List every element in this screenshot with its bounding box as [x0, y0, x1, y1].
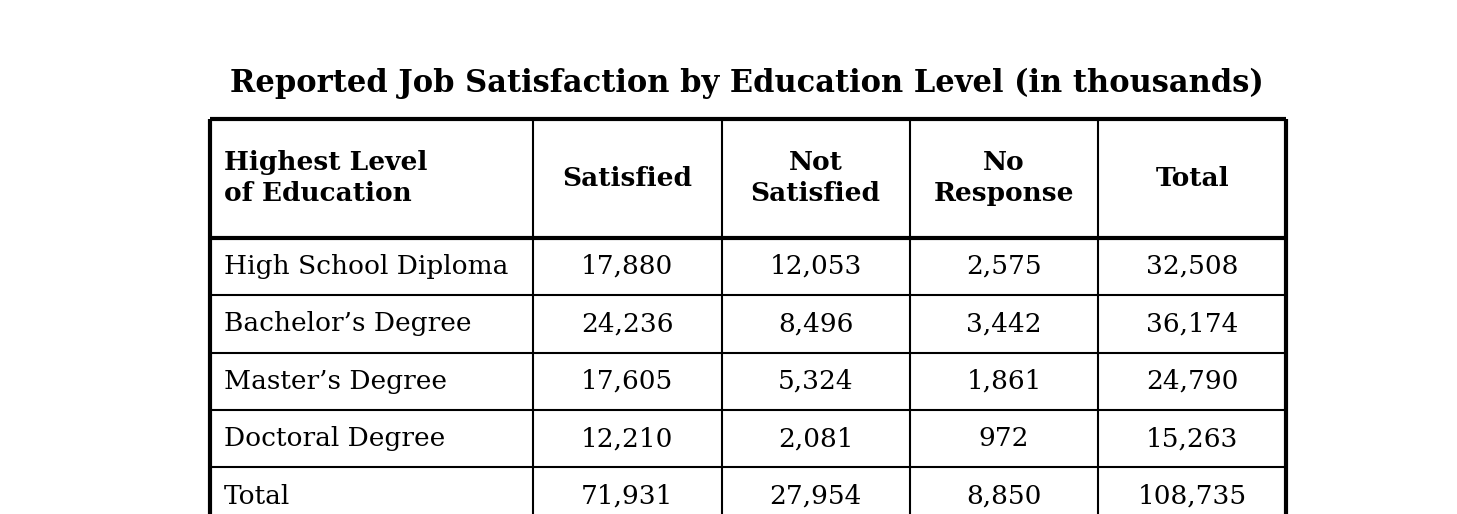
- Text: Total: Total: [224, 484, 290, 508]
- Text: 108,735: 108,735: [1138, 484, 1247, 508]
- Text: 17,880: 17,880: [581, 254, 673, 279]
- Text: 12,053: 12,053: [769, 254, 863, 279]
- Text: 15,263: 15,263: [1147, 426, 1238, 451]
- Text: 3,442: 3,442: [966, 311, 1042, 336]
- Text: 8,850: 8,850: [966, 484, 1042, 508]
- Text: 2,081: 2,081: [778, 426, 854, 451]
- Text: 24,236: 24,236: [581, 311, 673, 336]
- Text: Reported Job Satisfaction by Education Level (in thousands): Reported Job Satisfaction by Education L…: [230, 68, 1263, 99]
- Text: Bachelor’s Degree: Bachelor’s Degree: [224, 311, 472, 336]
- Text: 32,508: 32,508: [1147, 254, 1238, 279]
- Text: No
Response: No Response: [934, 151, 1074, 207]
- Text: Not
Satisfied: Not Satisfied: [750, 151, 880, 207]
- Text: 12,210: 12,210: [581, 426, 673, 451]
- Text: 17,605: 17,605: [581, 369, 673, 394]
- Text: 2,575: 2,575: [966, 254, 1042, 279]
- Text: Satisfied: Satisfied: [562, 166, 692, 191]
- Text: Total: Total: [1155, 166, 1230, 191]
- Text: Highest Level
of Education: Highest Level of Education: [224, 151, 427, 207]
- Text: 1,861: 1,861: [966, 369, 1042, 394]
- Text: 972: 972: [979, 426, 1029, 451]
- Text: 71,931: 71,931: [581, 484, 673, 508]
- Text: 27,954: 27,954: [769, 484, 863, 508]
- Text: 36,174: 36,174: [1147, 311, 1238, 336]
- Text: High School Diploma: High School Diploma: [224, 254, 508, 279]
- Text: 5,324: 5,324: [778, 369, 854, 394]
- Text: Doctoral Degree: Doctoral Degree: [224, 426, 446, 451]
- Text: 24,790: 24,790: [1147, 369, 1238, 394]
- Text: Master’s Degree: Master’s Degree: [224, 369, 447, 394]
- Text: 8,496: 8,496: [778, 311, 854, 336]
